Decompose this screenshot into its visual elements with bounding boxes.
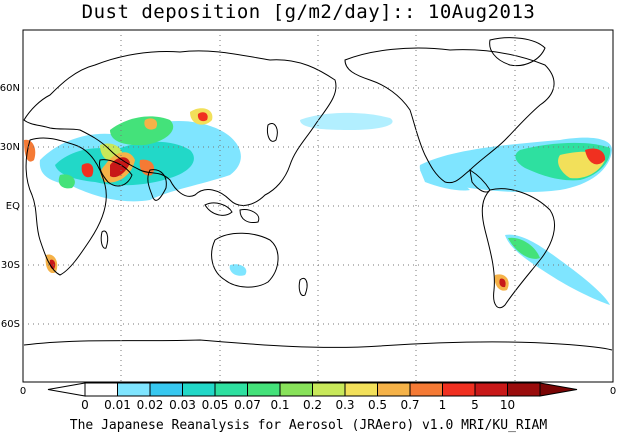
colorbar-label: 0.1 [270,398,289,412]
colorbar-label: 0.03 [169,398,196,412]
colorbar-label: 0.5 [368,398,387,412]
colorbar-box [117,382,151,397]
dust-shading [24,108,612,305]
lat-lon-grid [23,30,613,382]
colorbar-label: 0.2 [303,398,322,412]
lat-label-60s: 60S [1,319,20,330]
colorbar-low-triangle [47,382,86,397]
colorbar-box [84,382,118,397]
colorbar-box [507,382,541,397]
colorbar-box [149,382,183,397]
colorbar-box [182,382,216,397]
lon-label-right: 0 [610,386,616,397]
colorbar-label: 1 [439,398,447,412]
colorbar-label: 10 [500,398,515,412]
colorbar-box [344,382,378,397]
colorbar-high-triangle [539,382,578,397]
colorbar-box [474,382,508,397]
lat-label-30s: 30S [1,260,20,271]
colorbar-box [279,382,313,397]
coastlines [23,37,613,351]
colorbar-box [377,382,411,397]
credit-line: The Japanese Reanalysis for Aerosol (JRA… [69,418,548,433]
colorbar-box [214,382,248,397]
colorbar-label: 0 [81,398,89,412]
colorbar-box [442,382,476,397]
colorbar-label: 0.05 [202,398,229,412]
lat-label-eq: EQ [6,201,20,212]
lat-label-60n: 60N [0,83,20,94]
colorbar-label: 0.07 [234,398,261,412]
colorbar-label: 0.7 [400,398,419,412]
lat-label-30n: 30N [0,142,20,153]
lon-label-left: 0 [20,386,26,397]
colorbar-box [409,382,443,397]
colorbar-box [312,382,346,397]
colorbar-label: 0.01 [104,398,131,412]
colorbar-box [247,382,281,397]
colorbar: 0 0.01 0.02 0.03 0.05 0.07 0.1 0.2 0.3 0.5 0.7 1 5 10 [47,382,578,412]
colorbar-label: 0.3 [335,398,354,412]
colorbar-label: 5 [471,398,479,412]
colorbar-label: 0.02 [137,398,164,412]
map-title: Dust deposition [g/m2/day]:: 10Aug2013 [81,1,536,23]
